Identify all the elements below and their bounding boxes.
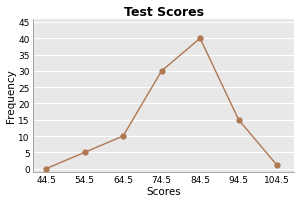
X-axis label: Scores: Scores [146,186,181,197]
Title: Test Scores: Test Scores [124,5,203,18]
Y-axis label: Frequency: Frequency [6,69,16,123]
